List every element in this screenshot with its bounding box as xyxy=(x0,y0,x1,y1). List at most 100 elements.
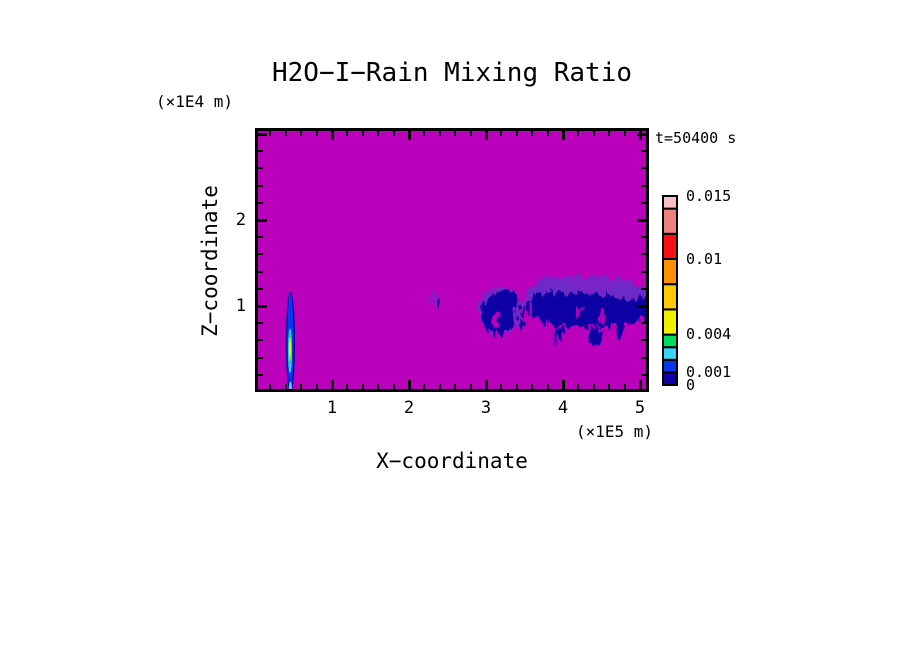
x-minor-tick xyxy=(300,384,303,389)
z-minor-tick xyxy=(641,322,646,325)
z-minor-tick xyxy=(258,167,263,170)
x-minor-tick xyxy=(300,131,303,136)
x-minor-tick xyxy=(531,131,534,136)
feature-plume-core xyxy=(289,336,292,362)
x-minor-tick xyxy=(438,131,441,136)
z-minor-tick xyxy=(258,339,263,342)
z-major-tick xyxy=(258,304,267,308)
feature-clusterA-hole xyxy=(492,312,500,330)
x-major-tick xyxy=(638,131,642,140)
field-background xyxy=(258,131,646,389)
plot-field xyxy=(258,131,646,389)
feature-clusterA-core2 xyxy=(496,290,520,313)
z-minor-tick xyxy=(641,184,646,187)
feature-dangle2 xyxy=(589,327,601,347)
x-minor-tick xyxy=(608,131,611,136)
x-tick-label: 3 xyxy=(480,398,492,418)
plot-area xyxy=(255,128,649,392)
x-minor-tick xyxy=(392,384,395,389)
field-svg xyxy=(258,131,646,389)
z-minor-tick xyxy=(641,287,646,290)
x-minor-tick xyxy=(315,131,318,136)
x-minor-tick xyxy=(592,384,595,389)
x-minor-tick xyxy=(546,131,549,136)
x-minor-tick xyxy=(469,384,472,389)
x-minor-tick xyxy=(284,384,287,389)
x-major-tick xyxy=(561,380,565,389)
colorbar-segment xyxy=(662,195,678,210)
z-minor-tick xyxy=(258,270,263,273)
colorbar-segment xyxy=(662,371,678,386)
time-annotation: t=50400 s xyxy=(655,129,737,147)
x-major-tick xyxy=(407,131,411,140)
x-minor-tick xyxy=(577,131,580,136)
x-minor-tick xyxy=(623,131,626,136)
colorbar-segment xyxy=(662,258,678,286)
x-minor-tick xyxy=(623,384,626,389)
x-tick-label: 1 xyxy=(326,398,338,418)
x-tick-label: 5 xyxy=(634,398,646,418)
x-minor-tick xyxy=(361,384,364,389)
x-minor-tick xyxy=(315,384,318,389)
feature-clusterB-hole1 xyxy=(573,306,581,317)
feature-dangle3 xyxy=(616,324,624,339)
colorbar-svg xyxy=(662,195,678,386)
z-minor-tick xyxy=(641,236,646,239)
colorbar xyxy=(662,194,678,391)
z-axis-unit-label: (×1E4 m) xyxy=(156,92,234,111)
colorbar-label: 0.001 xyxy=(686,362,732,381)
x-minor-tick xyxy=(284,131,287,136)
x-minor-tick xyxy=(608,384,611,389)
z-minor-tick xyxy=(641,356,646,359)
z-minor-tick xyxy=(641,150,646,153)
x-minor-tick xyxy=(592,131,595,136)
colorbar-label: 0.004 xyxy=(686,325,732,344)
x-minor-tick xyxy=(531,384,534,389)
x-minor-tick xyxy=(269,131,272,136)
x-minor-tick xyxy=(515,131,518,136)
x-major-tick xyxy=(407,380,411,389)
x-minor-tick xyxy=(392,131,395,136)
x-major-tick xyxy=(638,380,642,389)
z-minor-tick xyxy=(258,184,263,187)
colorbar-label: 0.015 xyxy=(686,186,732,205)
x-minor-tick xyxy=(269,384,272,389)
x-axis-title: X−coordinate xyxy=(376,449,528,473)
z-axis-title: Z−coordinate xyxy=(198,185,222,337)
z-minor-tick xyxy=(258,253,263,256)
colorbar-segment xyxy=(662,333,678,349)
feature-plume-foot xyxy=(288,381,292,389)
z-minor-tick xyxy=(258,287,263,290)
colorbar-segment xyxy=(662,346,678,361)
z-minor-tick xyxy=(641,253,646,256)
x-minor-tick xyxy=(346,384,349,389)
colorbar-segment xyxy=(662,308,678,336)
x-minor-tick xyxy=(361,131,364,136)
feature-dangle1 xyxy=(556,325,564,343)
z-minor-tick xyxy=(641,373,646,376)
z-minor-tick xyxy=(258,373,263,376)
z-major-tick xyxy=(637,304,646,308)
x-minor-tick xyxy=(454,131,457,136)
feature-smudge-halo xyxy=(429,291,443,305)
x-minor-tick xyxy=(454,384,457,389)
z-minor-tick xyxy=(641,201,646,204)
x-axis-unit-label: (×1E5 m) xyxy=(575,422,653,441)
z-major-tick xyxy=(258,218,267,222)
x-minor-tick xyxy=(500,384,503,389)
z-tick-label: 1 xyxy=(235,296,246,316)
z-tick-label: 2 xyxy=(235,210,246,230)
x-major-tick xyxy=(484,131,488,140)
x-major-tick xyxy=(330,131,334,140)
colorbar-label: 0 xyxy=(686,375,696,394)
x-minor-tick xyxy=(469,131,472,136)
x-minor-tick xyxy=(377,384,380,389)
x-minor-tick xyxy=(346,131,349,136)
chart-title: H2O−I−Rain Mixing Ratio xyxy=(271,58,633,88)
feature-clusterB-hole2 xyxy=(599,310,607,323)
feature-clusterB-core2 xyxy=(529,291,571,321)
z-minor-tick xyxy=(258,322,263,325)
z-major-tick xyxy=(258,132,267,136)
x-major-tick xyxy=(330,380,334,389)
